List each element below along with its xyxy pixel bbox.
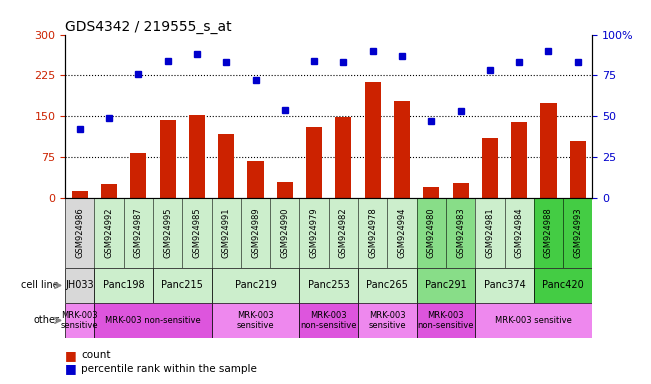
Bar [394, 101, 410, 198]
Bar [358, 303, 417, 338]
Bar [241, 198, 270, 268]
Bar [475, 268, 534, 303]
Text: GSM924978: GSM924978 [368, 207, 377, 258]
Bar [65, 198, 94, 268]
Text: Panc198: Panc198 [103, 280, 145, 290]
Text: GSM924984: GSM924984 [515, 208, 523, 258]
Bar [446, 198, 475, 268]
Bar [329, 198, 358, 268]
Bar [130, 153, 146, 198]
Text: GSM924982: GSM924982 [339, 208, 348, 258]
Text: MRK-003
sensitive: MRK-003 sensitive [237, 311, 274, 330]
Text: GSM924990: GSM924990 [281, 208, 289, 258]
Text: Panc219: Panc219 [234, 280, 277, 290]
Text: JH033: JH033 [66, 280, 94, 290]
Text: Panc420: Panc420 [542, 280, 584, 290]
Bar [270, 198, 299, 268]
Bar [153, 198, 182, 268]
Bar [101, 184, 117, 198]
Bar [423, 187, 439, 198]
Text: MRK-003
non-sensitive: MRK-003 non-sensitive [301, 311, 357, 330]
Bar [277, 182, 293, 198]
Bar [299, 268, 358, 303]
Bar [212, 303, 299, 338]
Text: Panc253: Panc253 [308, 280, 350, 290]
Text: GSM924980: GSM924980 [427, 208, 436, 258]
Bar [417, 268, 475, 303]
Bar [417, 303, 475, 338]
Bar [505, 198, 534, 268]
Bar [417, 198, 446, 268]
Text: MRK-003
sensitive: MRK-003 sensitive [368, 311, 406, 330]
Bar [387, 198, 417, 268]
Bar [540, 103, 557, 198]
Bar [475, 303, 592, 338]
Text: GSM924988: GSM924988 [544, 207, 553, 258]
Text: MRK-003
non-sensitive: MRK-003 non-sensitive [418, 311, 474, 330]
Bar [306, 127, 322, 198]
Text: GSM924987: GSM924987 [134, 207, 143, 258]
Bar [475, 198, 505, 268]
Bar [358, 268, 417, 303]
Text: other: other [33, 315, 59, 325]
Bar [72, 191, 88, 198]
Text: Panc374: Panc374 [484, 280, 525, 290]
Text: GSM924991: GSM924991 [222, 208, 230, 258]
Bar [534, 268, 592, 303]
Text: MRK-003 sensitive: MRK-003 sensitive [495, 316, 572, 325]
Text: GSM924985: GSM924985 [193, 208, 201, 258]
Bar [153, 268, 212, 303]
Text: GSM924983: GSM924983 [456, 207, 465, 258]
Text: ■: ■ [65, 362, 77, 375]
Bar [365, 82, 381, 198]
Text: MRK-003 non-sensitive: MRK-003 non-sensitive [105, 316, 201, 325]
Bar [247, 161, 264, 198]
Text: GSM924995: GSM924995 [163, 208, 172, 258]
Text: GDS4342 / 219555_s_at: GDS4342 / 219555_s_at [65, 20, 232, 33]
Bar [218, 134, 234, 198]
Text: percentile rank within the sample: percentile rank within the sample [81, 364, 257, 374]
Text: GSM924981: GSM924981 [486, 208, 494, 258]
Bar [358, 198, 387, 268]
Bar [482, 138, 498, 198]
Bar [534, 198, 563, 268]
Text: GSM924992: GSM924992 [105, 208, 113, 258]
Text: Panc265: Panc265 [367, 280, 408, 290]
Text: Panc291: Panc291 [425, 280, 467, 290]
Bar [65, 268, 94, 303]
Bar [212, 268, 299, 303]
Text: GSM924986: GSM924986 [76, 207, 84, 258]
Text: count: count [81, 350, 111, 360]
Bar [65, 303, 94, 338]
Bar [452, 183, 469, 198]
Text: MRK-003
sensitive: MRK-003 sensitive [61, 311, 98, 330]
Bar [159, 120, 176, 198]
Bar [189, 115, 205, 198]
Bar [94, 198, 124, 268]
Bar [299, 198, 329, 268]
Text: GSM924979: GSM924979 [310, 208, 318, 258]
Text: cell line: cell line [21, 280, 59, 290]
Bar [94, 303, 212, 338]
Bar [335, 118, 352, 198]
Bar [182, 198, 212, 268]
Bar [212, 198, 241, 268]
Text: GSM924994: GSM924994 [398, 208, 406, 258]
Text: Panc215: Panc215 [161, 280, 203, 290]
Bar [570, 141, 586, 198]
Bar [124, 198, 153, 268]
Bar [94, 268, 153, 303]
Text: ■: ■ [65, 349, 77, 362]
Text: GSM924989: GSM924989 [251, 208, 260, 258]
Text: GSM924993: GSM924993 [574, 208, 582, 258]
Bar [299, 303, 358, 338]
Bar [563, 198, 592, 268]
Bar [511, 122, 527, 198]
